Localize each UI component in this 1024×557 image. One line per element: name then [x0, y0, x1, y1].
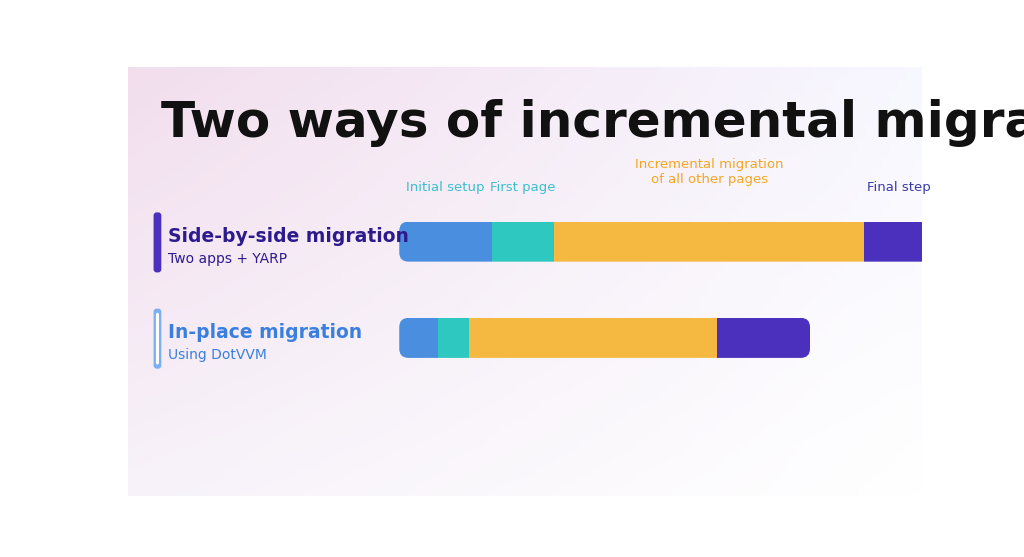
Bar	[469, 318, 717, 358]
Bar	[399, 222, 493, 262]
Bar	[493, 222, 554, 262]
FancyBboxPatch shape	[156, 312, 159, 365]
Bar	[554, 222, 864, 262]
FancyBboxPatch shape	[154, 212, 162, 272]
Text: Incremental migration
of all other pages: Incremental migration of all other pages	[635, 158, 783, 186]
Bar	[438, 318, 469, 358]
Text: Two apps + YARP: Two apps + YARP	[168, 252, 288, 266]
Bar	[399, 318, 438, 358]
Text: Two ways of incremental migration: Two ways of incremental migration	[161, 99, 1024, 147]
Text: Using DotVVM: Using DotVVM	[168, 348, 267, 362]
Text: Side-by-side migration: Side-by-side migration	[168, 227, 410, 246]
Bar	[717, 318, 810, 358]
Text: Final step: Final step	[867, 181, 931, 194]
FancyBboxPatch shape	[154, 309, 162, 369]
Text: Initial setup: Initial setup	[407, 181, 485, 194]
Text: First page: First page	[490, 181, 556, 194]
Bar	[864, 222, 934, 262]
Text: In-place migration: In-place migration	[168, 323, 362, 342]
